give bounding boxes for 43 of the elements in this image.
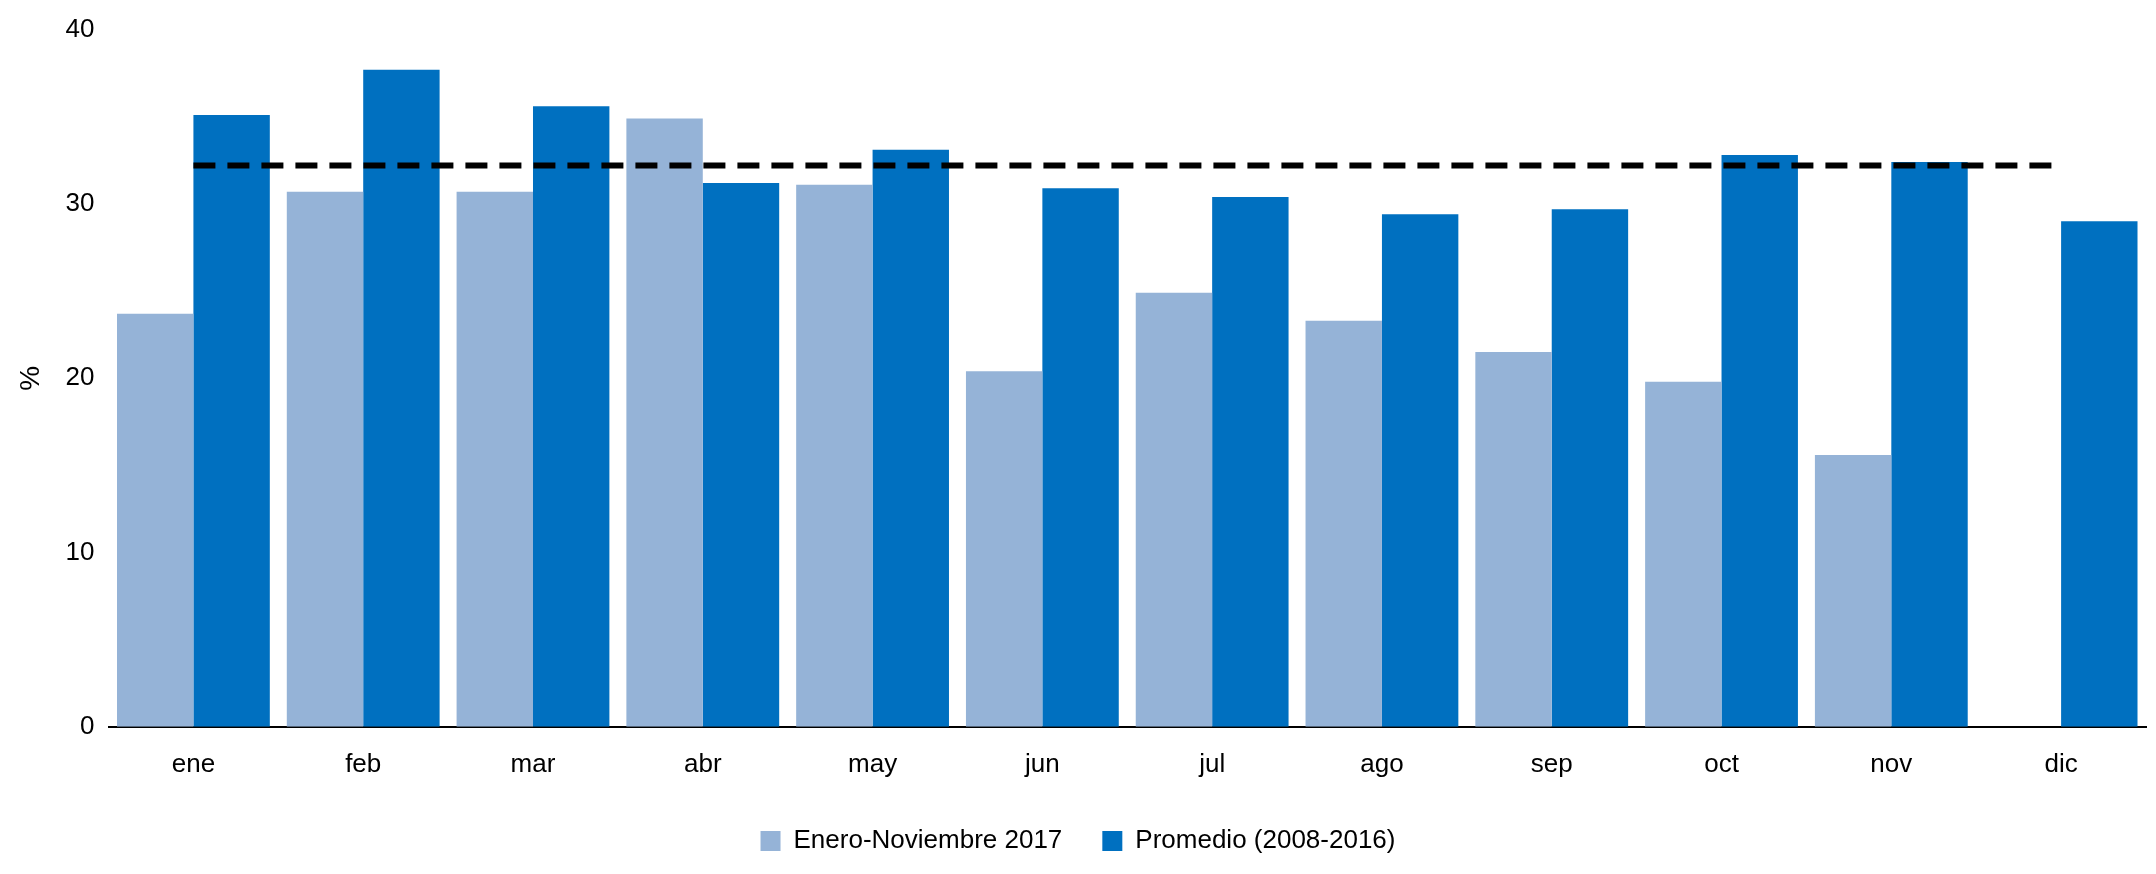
bar [1212,196,1289,727]
bar [2061,221,2138,727]
bar [193,115,270,727]
x-tick-label: may [848,747,898,778]
bar [533,106,610,727]
x-tick-label: mar [510,747,556,778]
bar [1042,188,1119,727]
bar [1135,292,1213,727]
bar [1814,454,1892,727]
x-tick-label: dic [2044,747,2078,778]
x-tick-label: nov [1870,747,1913,778]
legend-label: Enero-Noviembre 2017 [793,824,1063,855]
bar [872,149,949,727]
bar [456,191,533,727]
y-axis-title: % [13,365,45,391]
y-tick-label: 30 [65,187,95,218]
x-tick-label: feb [345,747,382,778]
bar [117,313,194,727]
bar [1551,209,1629,727]
legend-label: Promedio (2008-2016) [1135,824,1396,855]
x-tick-label: sep [1530,747,1573,778]
y-tick-label: 20 [65,361,95,392]
bar [1721,155,1798,727]
bar [1475,352,1552,727]
x-tick-label: jul [1198,747,1226,778]
x-tick-label: oct [1704,747,1740,778]
x-tick-label: abr [684,747,722,778]
y-tick-label: 10 [65,535,95,566]
bar [702,182,780,727]
x-tick-label: ago [1360,747,1404,778]
bar [1891,162,1968,727]
bar [1381,214,1459,727]
bar [965,371,1043,727]
bar [1305,320,1382,727]
bar [796,184,873,727]
x-tick-label: jun [1024,747,1060,778]
y-tick-label: 40 [65,12,95,43]
bar [626,118,703,727]
bar [363,69,440,727]
bar [286,191,364,727]
bar [1645,381,1722,727]
y-tick-label: 0 [80,709,95,740]
x-tick-label: ene [171,747,216,778]
